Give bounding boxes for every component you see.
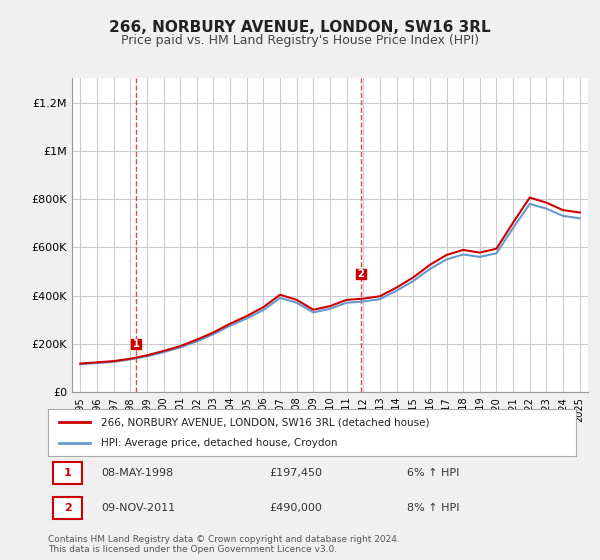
- Point: [356, 269, 365, 278]
- Text: 1: 1: [133, 339, 139, 349]
- Text: 1: 1: [64, 468, 71, 478]
- Text: 2: 2: [358, 269, 364, 279]
- Text: 2: 2: [64, 503, 71, 513]
- Text: £490,000: £490,000: [270, 503, 323, 513]
- FancyBboxPatch shape: [53, 497, 82, 520]
- Text: Contains HM Land Registry data © Crown copyright and database right 2024.
This d: Contains HM Land Registry data © Crown c…: [48, 535, 400, 554]
- Text: 266, NORBURY AVENUE, LONDON, SW16 3RL: 266, NORBURY AVENUE, LONDON, SW16 3RL: [109, 20, 491, 35]
- Text: 266, NORBURY AVENUE, LONDON, SW16 3RL (detached house): 266, NORBURY AVENUE, LONDON, SW16 3RL (d…: [101, 417, 430, 427]
- Text: Price paid vs. HM Land Registry's House Price Index (HPI): Price paid vs. HM Land Registry's House …: [121, 34, 479, 46]
- Text: 09-NOV-2011: 09-NOV-2011: [101, 503, 175, 513]
- Text: 08-MAY-1998: 08-MAY-1998: [101, 468, 173, 478]
- Point: [131, 340, 141, 349]
- Text: 8% ↑ HPI: 8% ↑ HPI: [407, 503, 460, 513]
- Text: £197,450: £197,450: [270, 468, 323, 478]
- Text: HPI: Average price, detached house, Croydon: HPI: Average price, detached house, Croy…: [101, 438, 337, 448]
- FancyBboxPatch shape: [53, 462, 82, 484]
- Text: 6% ↑ HPI: 6% ↑ HPI: [407, 468, 460, 478]
